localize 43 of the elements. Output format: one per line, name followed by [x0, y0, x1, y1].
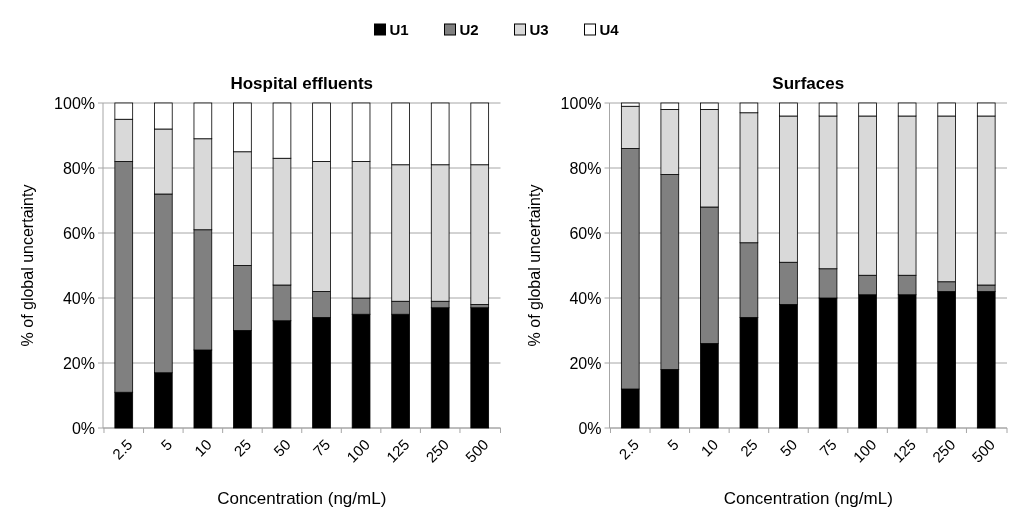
x-tick-label: 125	[889, 435, 919, 466]
y-tick-label: 0%	[578, 419, 602, 437]
legend-label: U2	[459, 21, 479, 39]
x-tick-label: 500	[461, 435, 492, 466]
x-tick-label: 25	[736, 435, 761, 460]
y-tick-label: 40%	[569, 289, 602, 307]
x-tick-label: 2.5	[615, 435, 643, 463]
bar	[470, 307, 490, 429]
x-tick-label: 250	[422, 435, 453, 466]
y-tick-label: 60%	[62, 224, 95, 242]
y-tick-label: 100%	[560, 94, 602, 112]
x-axis-title: Concentration (ng/mL)	[723, 489, 893, 508]
x-tick-label: 5	[157, 435, 176, 454]
x-tick-label: 75	[816, 435, 840, 460]
chart-title: Hospital effluents	[230, 74, 374, 93]
x-tick-label: 10	[697, 435, 722, 460]
y-tick-label: 100%	[54, 94, 95, 112]
chart-title: Surfaces	[772, 74, 845, 93]
y-tick-label: 60%	[569, 224, 602, 242]
y-axis-title: % of global uncertainty	[525, 184, 543, 347]
x-tick-label: 5	[663, 435, 682, 454]
legend-label: U1	[389, 21, 409, 39]
x-tick-label: 2.5	[108, 435, 136, 463]
legend-label: U3	[529, 21, 549, 39]
x-tick-label: 75	[309, 435, 334, 460]
y-tick-label: 80%	[569, 159, 602, 177]
x-tick-label: 250	[928, 435, 959, 466]
y-tick-label: 20%	[62, 354, 95, 372]
x-tick-label: 10	[190, 435, 215, 460]
y-tick-label: 40%	[62, 289, 95, 307]
x-tick-label: 100	[343, 435, 373, 466]
x-tick-label: 500	[968, 435, 999, 466]
x-axis-title: Concentration (ng/mL)	[217, 489, 387, 508]
x-tick-label: 50	[776, 435, 801, 460]
x-tick-label: 100	[849, 435, 880, 466]
x-tick-label: 125	[382, 435, 413, 466]
legend-label: U4	[599, 21, 620, 39]
y-tick-label: 20%	[569, 354, 602, 372]
y-tick-label: 80%	[62, 159, 95, 177]
x-tick-label: 25	[230, 435, 255, 460]
y-axis-title: % of global uncertainty	[19, 184, 36, 347]
y-tick-label: 0%	[71, 419, 95, 437]
x-tick-label: 50	[269, 435, 294, 460]
